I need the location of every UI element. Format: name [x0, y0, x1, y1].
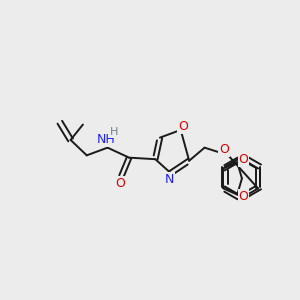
Text: O: O — [178, 120, 188, 133]
Text: O: O — [219, 143, 229, 157]
Text: H: H — [110, 127, 118, 137]
Text: N: N — [164, 173, 174, 186]
Text: O: O — [238, 154, 248, 166]
Text: NH: NH — [97, 134, 116, 146]
Text: O: O — [115, 177, 125, 190]
Text: O: O — [238, 190, 248, 203]
